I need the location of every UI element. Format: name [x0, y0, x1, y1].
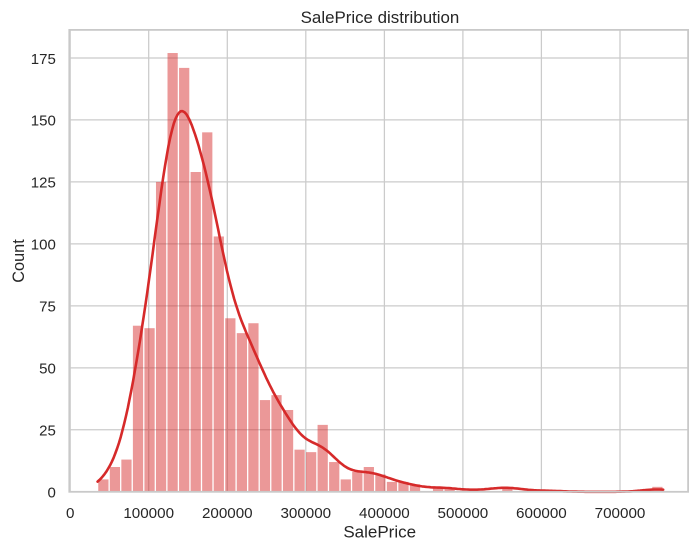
svg-text:200000: 200000 [202, 505, 253, 522]
svg-text:700000: 700000 [595, 505, 646, 522]
svg-text:SalePrice distribution: SalePrice distribution [301, 8, 460, 27]
svg-text:100000: 100000 [123, 505, 174, 522]
svg-text:75: 75 [39, 299, 56, 316]
svg-text:175: 175 [31, 51, 56, 68]
svg-text:300000: 300000 [280, 505, 331, 522]
svg-text:SalePrice: SalePrice [343, 523, 416, 542]
svg-text:25: 25 [39, 423, 56, 440]
svg-text:500000: 500000 [438, 505, 489, 522]
svg-text:150: 150 [31, 113, 56, 130]
svg-text:125: 125 [31, 175, 56, 192]
svg-text:0: 0 [47, 485, 55, 502]
svg-text:0: 0 [66, 505, 74, 522]
svg-text:50: 50 [39, 361, 56, 378]
svg-text:Count: Count [10, 239, 28, 283]
svg-text:600000: 600000 [516, 505, 567, 522]
svg-text:400000: 400000 [359, 505, 410, 522]
svg-text:100: 100 [31, 237, 56, 254]
